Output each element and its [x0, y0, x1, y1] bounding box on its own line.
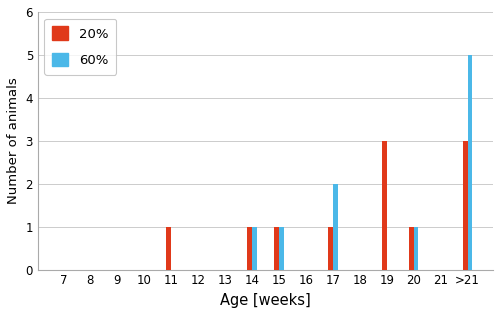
Bar: [279, 227, 284, 270]
Legend: 20%, 60%: 20%, 60%: [44, 19, 116, 75]
X-axis label: Age [weeks]: Age [weeks]: [220, 293, 311, 308]
Bar: [468, 55, 472, 270]
Bar: [328, 227, 333, 270]
Bar: [382, 141, 386, 270]
Bar: [274, 227, 279, 270]
Bar: [409, 227, 414, 270]
Bar: [333, 184, 338, 270]
Bar: [252, 227, 257, 270]
Y-axis label: Number of animals: Number of animals: [7, 77, 20, 204]
Bar: [414, 227, 418, 270]
Bar: [462, 141, 468, 270]
Bar: [166, 227, 171, 270]
Bar: [247, 227, 252, 270]
